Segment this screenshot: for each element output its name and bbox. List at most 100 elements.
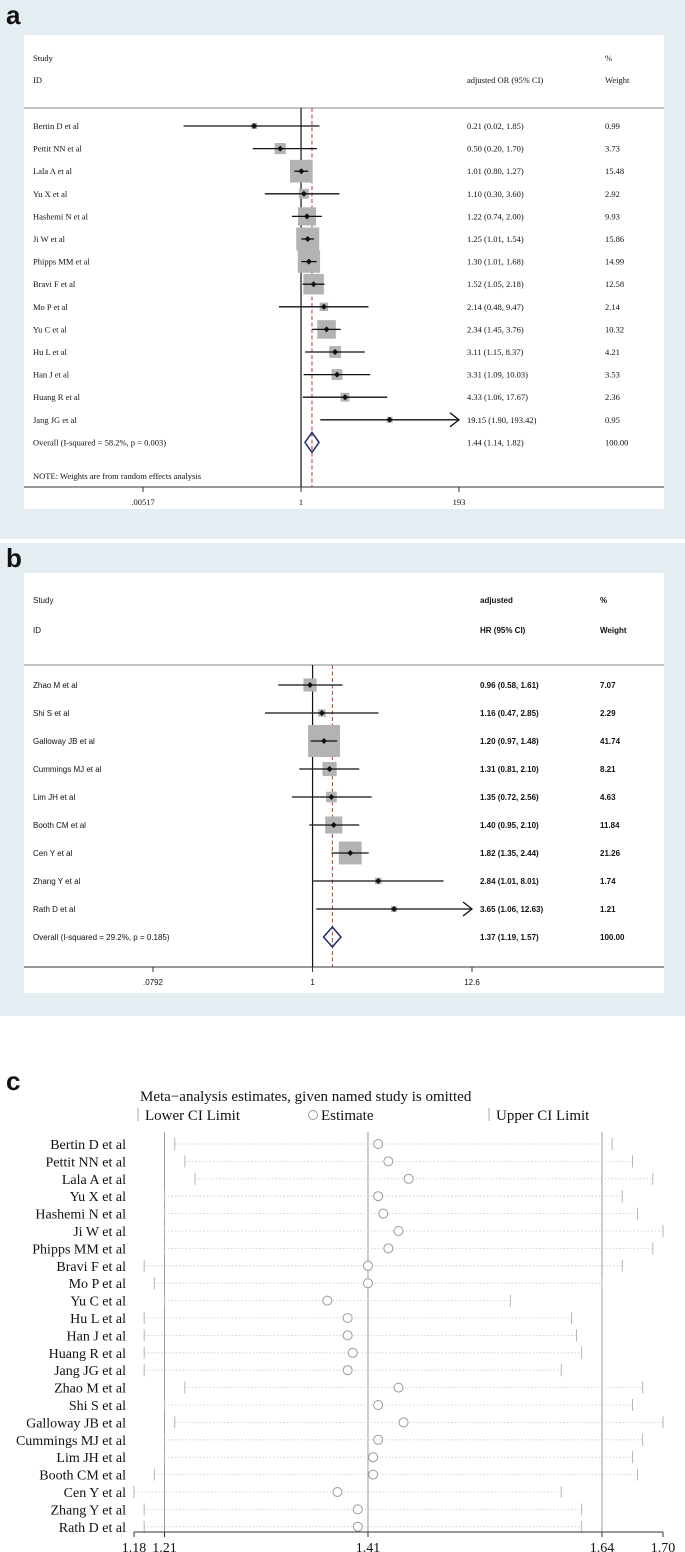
omitted-study-name: Hu L et al (70, 1312, 126, 1327)
weight-text: 7.07 (600, 681, 616, 690)
ci-text: 2.84 (1.01, 8.01) (480, 877, 539, 886)
omitted-study-name: Phipps MM et al (32, 1242, 126, 1257)
point-estimate (318, 710, 325, 716)
weight-text: 4.63 (600, 793, 616, 802)
weight-text: 10.32 (605, 324, 624, 334)
panel-b-label: b (6, 543, 22, 573)
point-estimate (321, 738, 328, 744)
weight-text: 14.99 (605, 257, 624, 267)
estimate-marker (393, 1226, 404, 1236)
omitted-study-name: Yu C et al (70, 1295, 126, 1310)
weight-text: 21.26 (600, 849, 621, 858)
header-estimate: adjusted OR (95% CI) (467, 75, 543, 85)
ci-arrow (449, 412, 461, 428)
estimate-marker (352, 1504, 363, 1515)
overall-weight-text: 100.00 (605, 437, 628, 447)
study-name: Han J et al (33, 370, 70, 380)
study-name: Booth CM et al (33, 821, 86, 830)
point-estimate (304, 236, 311, 242)
point-estimate (326, 766, 333, 772)
axis-tick-label: 1 (299, 497, 303, 507)
ci-text: 1.20 (0.97, 1.48) (480, 737, 539, 746)
point-estimate (306, 682, 313, 688)
study-name: Mo P et al (33, 302, 69, 312)
point-estimate (347, 850, 354, 856)
study-name: Cen Y et al (33, 849, 73, 858)
point-estimate (298, 168, 305, 175)
omitted-study-name: Cummings MJ et al (16, 1434, 126, 1449)
study-name: Yu X et al (33, 189, 68, 199)
forest-plot-b: Study ID adjusted HR (95% CI) % Weight Z… (24, 596, 664, 987)
weight-text: 0.95 (605, 415, 620, 425)
study-name: Shi S et al (33, 709, 70, 718)
weight-text: 0.99 (605, 121, 620, 131)
header-weight: Weight (600, 626, 627, 635)
point-estimate (386, 416, 393, 423)
omitted-study-name: Yu X et al (70, 1190, 126, 1205)
point-estimate (342, 394, 349, 401)
omitted-study-name: Zhao M et al (54, 1382, 126, 1397)
sensitivity-plot-c: Meta−analysis estimates, given named stu… (16, 1089, 676, 1552)
study-name: Galloway JB et al (33, 737, 95, 746)
estimate-marker (368, 1452, 379, 1463)
weight-text: 41.74 (600, 737, 621, 746)
axis-tick-label: 1.18 (122, 1541, 147, 1552)
estimate-marker (347, 1347, 358, 1358)
panel-c-label: c (6, 1066, 21, 1096)
weight-text: 8.21 (600, 765, 616, 774)
point-estimate (310, 281, 317, 288)
axis-tick-label: 193 (453, 497, 466, 507)
point-estimate (277, 145, 284, 152)
omitted-study-name: Ji W et al (73, 1225, 126, 1240)
legend-lower-label: Lower CI Limit (145, 1108, 241, 1124)
ci-text: 0.96 (0.58, 1.61) (480, 681, 539, 690)
header-pct: % (605, 53, 612, 63)
ci-text: 1.22 (0.74, 2.00) (467, 211, 524, 221)
header-estimate-line2: HR (95% CI) (480, 626, 526, 635)
panel-a-label: a (6, 0, 21, 30)
study-name: Rath D et al (33, 905, 75, 914)
study-name: Bravi F et al (33, 279, 76, 289)
ci-text: 3.11 (1.15, 8.37) (467, 347, 524, 357)
header-estimate-line1: adjusted (480, 596, 513, 605)
omitted-study-name: Huang R et al (49, 1347, 126, 1362)
axis-tick-label: 1.21 (152, 1541, 177, 1552)
point-estimate (330, 822, 337, 828)
header-id: ID (33, 75, 42, 85)
axis-tick-label: .00517 (131, 497, 154, 507)
weight-text: 12.58 (605, 279, 624, 289)
estimate-marker (332, 1487, 343, 1497)
overall-ci-text: 1.37 (1.19, 1.57) (480, 933, 539, 942)
ci-text: 2.14 (0.48, 9.47) (467, 302, 524, 312)
point-estimate (328, 794, 335, 800)
header-study: Study (33, 53, 54, 63)
estimate-marker (373, 1400, 384, 1410)
overall-diamond (304, 431, 320, 454)
header-study: Study (33, 596, 53, 605)
estimate-marker (352, 1521, 363, 1532)
ci-text: 19.15 (1.90, 193.42) (467, 415, 537, 425)
ci-arrow (462, 901, 474, 917)
estimate-marker (373, 1434, 384, 1445)
sensitivity-title: Meta−analysis estimates, given named stu… (140, 1089, 472, 1105)
study-name: Huang R et al (33, 392, 81, 402)
omitted-study-name: Hashemi N et al (35, 1208, 126, 1223)
ci-text: 1.10 (0.30, 3.60) (467, 189, 524, 199)
estimate-marker (362, 1260, 373, 1271)
ci-text: 1.01 (0.80, 1.27) (467, 166, 524, 176)
header-pct: % (600, 596, 607, 605)
axis-tick-label: 12.6 (464, 978, 480, 987)
study-name: Hu L et al (33, 347, 68, 357)
axis-tick-label: 1.70 (651, 1541, 676, 1552)
point-estimate (305, 258, 312, 265)
study-name: Ji W et al (33, 234, 66, 244)
ci-text: 1.31 (0.81, 2.10) (480, 765, 539, 774)
omitted-study-name: Jang JG et al (54, 1364, 126, 1379)
weight-text: 9.93 (605, 211, 620, 221)
estimate-marker (368, 1469, 379, 1480)
omitted-study-name: Bertin D et al (50, 1138, 126, 1153)
ci-text: 1.52 (1.05, 2.18) (467, 279, 524, 289)
weight-text: 11.84 (600, 821, 620, 830)
weight-text: 2.29 (600, 709, 616, 718)
estimate-marker (373, 1139, 384, 1149)
